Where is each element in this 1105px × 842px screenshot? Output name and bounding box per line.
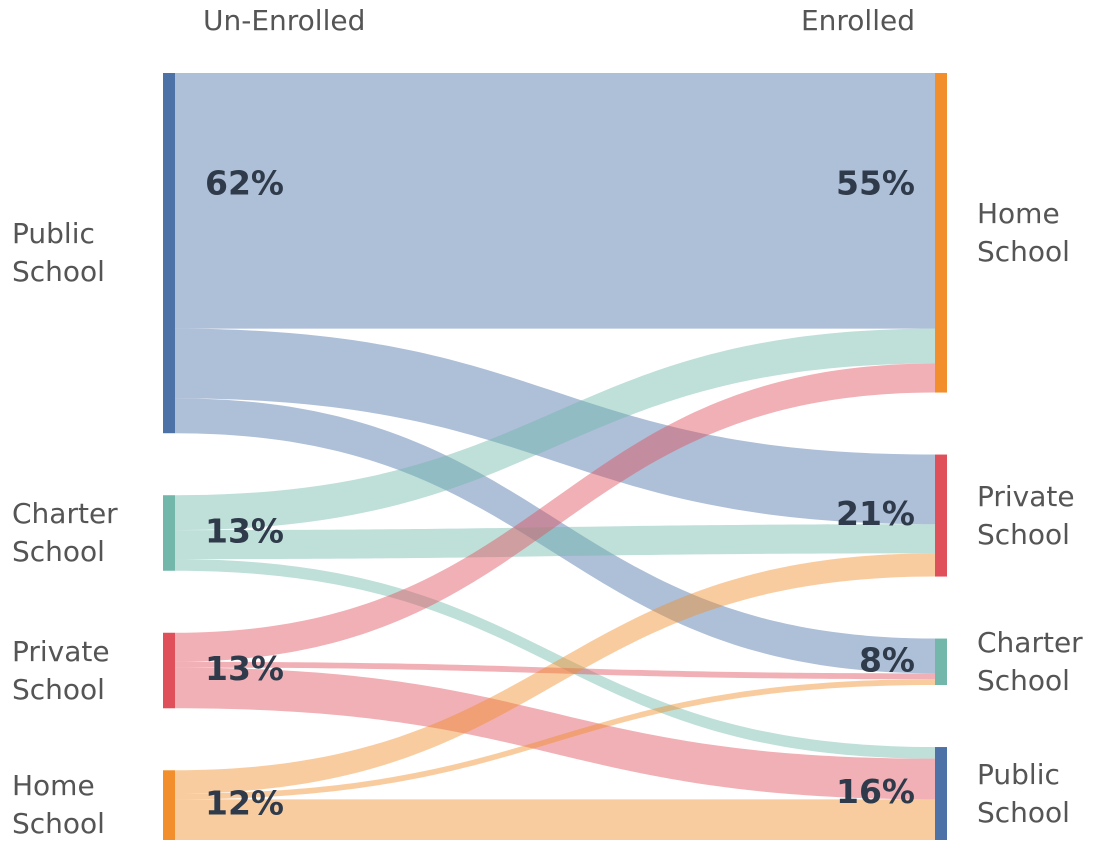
node-value-label: 12% <box>205 784 284 823</box>
node <box>935 454 947 577</box>
link <box>175 398 935 674</box>
link <box>175 524 935 560</box>
node-label: Private School <box>12 634 110 706</box>
link <box>175 559 935 759</box>
node <box>935 638 947 686</box>
node <box>163 495 175 571</box>
node-value-label: 13% <box>205 511 284 550</box>
node-value-label: 21% <box>836 494 915 533</box>
node-value-label: 13% <box>205 649 284 688</box>
node-label: Home School <box>12 769 105 841</box>
link <box>175 553 935 794</box>
link <box>175 328 935 525</box>
link <box>175 679 935 800</box>
node-value-label: 16% <box>836 772 915 811</box>
link <box>175 73 935 329</box>
link <box>175 661 935 680</box>
node-value-label: 62% <box>205 164 284 203</box>
node-label: Home School <box>977 196 1070 268</box>
node-label: Public School <box>12 217 105 289</box>
node <box>163 632 175 709</box>
node <box>163 770 175 840</box>
link <box>175 328 935 531</box>
link <box>175 667 935 800</box>
node-value-label: 8% <box>859 640 915 679</box>
column-title: Un-Enrolled <box>203 4 366 37</box>
node-value-label: 55% <box>836 164 915 203</box>
node-label: Charter School <box>977 625 1083 697</box>
node-label: Private School <box>977 479 1075 551</box>
node <box>935 747 947 840</box>
link <box>175 363 935 662</box>
node <box>163 73 175 434</box>
node <box>935 73 947 393</box>
column-title: Enrolled <box>800 4 915 37</box>
node-label: Public School <box>977 757 1070 829</box>
link <box>175 799 935 840</box>
node-label: Charter School <box>12 496 118 568</box>
